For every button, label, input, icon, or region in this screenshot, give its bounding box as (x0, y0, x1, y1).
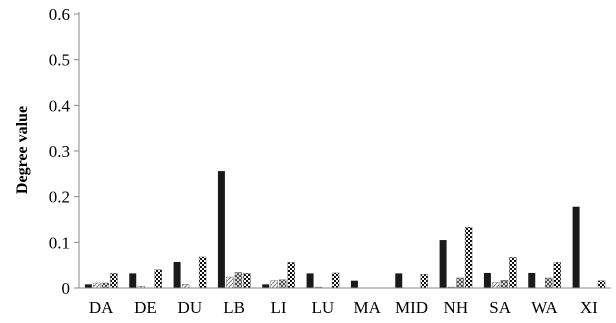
bar-lu-series-4 (331, 272, 340, 289)
y-tick-label: 0 (62, 279, 71, 298)
bar-da-series-4 (110, 273, 118, 289)
x-tick-label: NH (444, 298, 469, 317)
x-tick-label: SA (489, 298, 511, 317)
bar-du-series-4 (198, 256, 207, 289)
bar-sa-series-3 (500, 280, 509, 289)
x-tick-label: LB (223, 298, 245, 317)
y-tick-label: 0.2 (49, 188, 70, 207)
x-tick-label: LI (270, 298, 286, 317)
bar-nh-series-4 (464, 227, 473, 289)
x-tick-label: LU (311, 298, 334, 317)
x-tick-label: DA (89, 298, 114, 317)
y-tick-label: 0.6 (49, 5, 70, 24)
bar-mid-series-1 (395, 273, 403, 288)
bar-wa-series-1 (528, 272, 536, 288)
bar-sa-series-1 (483, 272, 491, 288)
bar-lu-series-1 (306, 273, 314, 288)
bar-de-series-4 (154, 269, 162, 289)
bar-da-series-3 (101, 282, 110, 289)
bar-nh-series-1 (439, 240, 447, 288)
bar-li-series-1 (262, 284, 270, 288)
x-tick-label: DE (134, 298, 157, 317)
bar-sa-series-4 (509, 257, 517, 289)
bar-li-series-4 (287, 262, 295, 289)
bar-mid-series-4 (420, 274, 428, 289)
x-tick-label: DU (178, 298, 203, 317)
bar-xi-series-4 (597, 280, 606, 289)
bar-du-series-2 (181, 284, 190, 289)
bar-li-series-2 (270, 280, 278, 289)
x-tick-label: MA (353, 298, 381, 317)
y-tick-label: 0.3 (49, 142, 70, 161)
x-tick-label: XI (580, 298, 598, 317)
bar-ma-series-1 (350, 280, 358, 288)
x-tick-label: MID (395, 298, 428, 317)
bar-lb-series-4 (243, 273, 251, 289)
bar-xi-series-1 (572, 206, 580, 288)
bar-li-series-3 (279, 279, 287, 289)
bar-lb-series-3 (234, 272, 243, 289)
y-axis-label: Degree value (14, 106, 31, 194)
bar-wa-series-3 (545, 277, 553, 289)
bar-nh-series-3 (456, 277, 464, 289)
bar-sa-series-2 (492, 282, 500, 289)
bar-lb-series-1 (217, 171, 225, 288)
x-tick-label: WA (531, 298, 558, 317)
bar-da-series-1 (84, 284, 92, 288)
y-tick-label: 0.5 (49, 51, 70, 70)
bar-da-series-2 (93, 282, 101, 289)
bar-lb-series-2 (226, 276, 234, 289)
bar-de-series-1 (129, 273, 137, 288)
bar-wa-series-4 (553, 262, 561, 289)
y-tick-label: 0.4 (49, 96, 71, 115)
bar-du-series-1 (173, 261, 181, 288)
y-tick-label: 0.1 (49, 233, 70, 252)
